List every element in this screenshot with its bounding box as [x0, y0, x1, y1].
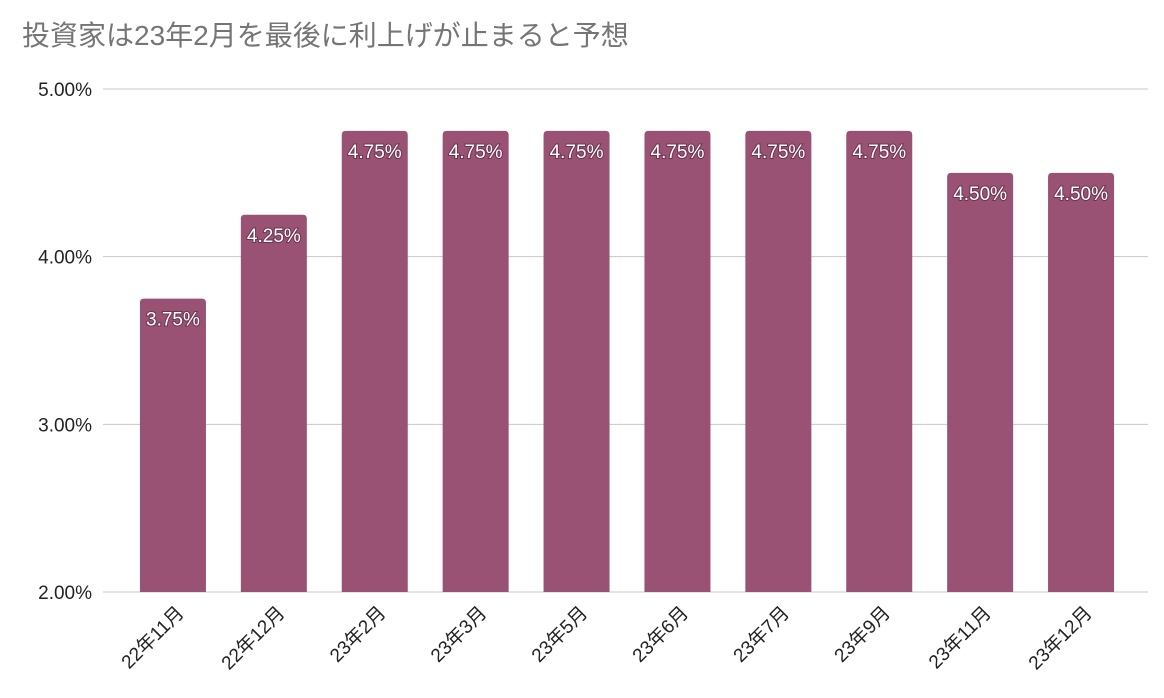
data-label: 4.75% [348, 142, 402, 163]
y-tick-label: 2.00% [38, 583, 92, 604]
data-label: 4.75% [550, 142, 604, 163]
bar [745, 130, 812, 592]
bar [947, 172, 1014, 593]
bar [1048, 172, 1115, 593]
data-label: 4.75% [852, 142, 906, 163]
data-label: 3.75% [146, 310, 200, 331]
data-label: 4.50% [1054, 184, 1108, 205]
data-label: 4.75% [449, 142, 503, 163]
x-tick-label: 23年3月 [426, 602, 491, 667]
bar [543, 130, 610, 592]
x-tick-label: 23年9月 [830, 602, 895, 667]
bar [644, 130, 711, 592]
bar [240, 214, 307, 592]
x-tick-label: 23年12月 [1024, 602, 1096, 674]
x-tick-label: 22年12月 [217, 602, 289, 674]
y-tick-label: 4.00% [38, 248, 92, 269]
data-label: 4.50% [953, 184, 1007, 205]
x-tick-label: 23年11月 [924, 602, 995, 673]
x-tick-label: 22年11月 [117, 602, 188, 673]
x-tick-label: 23年6月 [628, 602, 693, 667]
bar [846, 130, 913, 592]
data-label: 4.75% [651, 142, 705, 163]
y-tick-label: 5.00% [38, 80, 92, 101]
x-tick-label: 23年7月 [729, 602, 794, 667]
bar [139, 298, 206, 592]
y-tick-label: 3.00% [38, 415, 92, 436]
data-label: 4.75% [751, 142, 805, 163]
x-tick-label: 23年2月 [325, 602, 390, 667]
chart-title: 投資家は23年2月を最後に利上げが止まると予想 [22, 20, 629, 51]
x-tick-label: 23年5月 [527, 602, 592, 667]
bar [341, 130, 408, 592]
bar [442, 130, 509, 592]
data-label: 4.25% [247, 226, 301, 247]
